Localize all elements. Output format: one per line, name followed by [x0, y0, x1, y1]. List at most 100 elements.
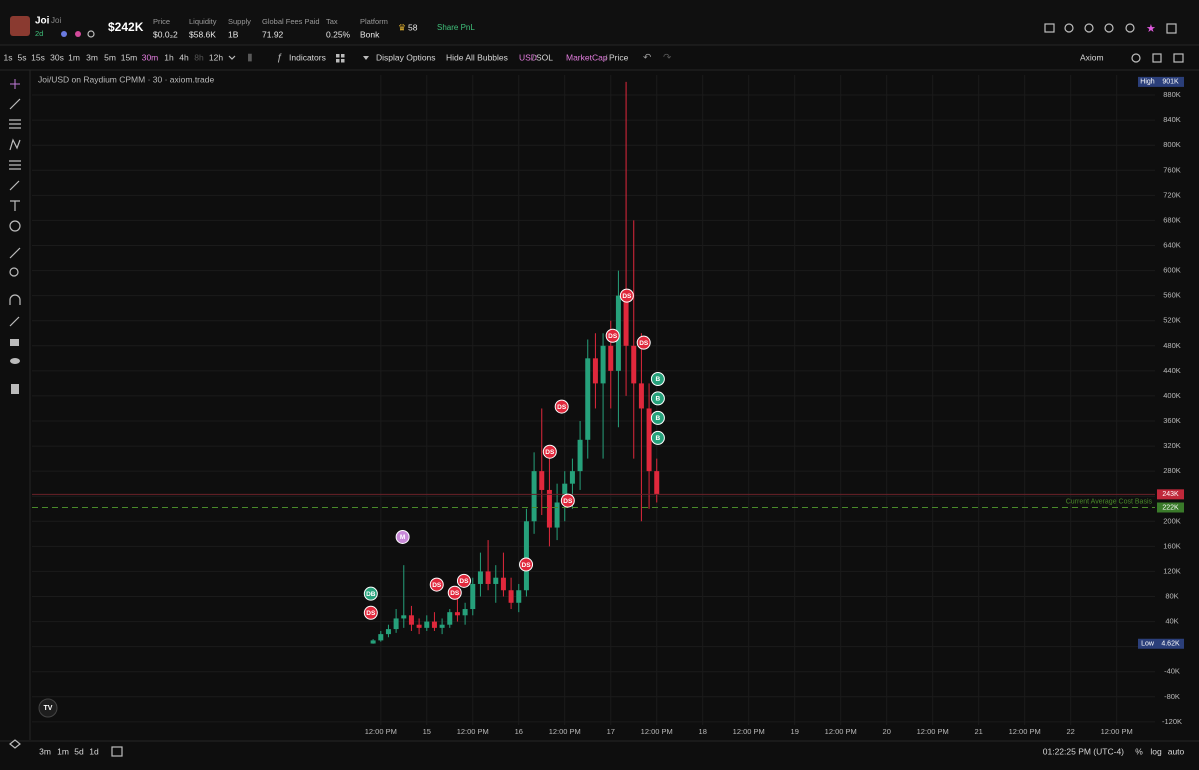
timeframe[interactable]: 12h — [209, 52, 223, 62]
layout-icon[interactable] — [336, 59, 340, 63]
timeframe[interactable]: 1h — [164, 52, 174, 62]
range[interactable]: 5d — [74, 746, 84, 756]
timeframe[interactable]: 30s — [50, 52, 64, 62]
timeframe[interactable]: 5m — [104, 52, 116, 62]
tool-delete[interactable] — [11, 384, 19, 394]
market-cap: $242K — [108, 20, 144, 34]
social-icon[interactable] — [61, 31, 67, 37]
trade-bubble[interactable] — [560, 493, 575, 508]
candle-body — [477, 571, 483, 584]
tool-fib[interactable] — [9, 119, 21, 129]
trade-bubble[interactable] — [395, 529, 410, 544]
currency-usd[interactable]: USD — [519, 52, 537, 62]
dropdown-icon[interactable] — [228, 55, 236, 60]
timeframe[interactable]: 1m — [68, 52, 80, 62]
tool-brush[interactable] — [9, 180, 20, 191]
tool-emoji[interactable] — [9, 220, 21, 232]
trade-bubble[interactable] — [605, 328, 620, 343]
x-tick-label: 15 — [423, 727, 431, 736]
date-range-icon[interactable] — [111, 746, 123, 757]
indicators[interactable]: Indicators — [289, 52, 326, 62]
share-pnl[interactable]: Share PnL — [437, 23, 475, 32]
trade-bubble[interactable] — [456, 573, 471, 588]
icon[interactable] — [1104, 23, 1114, 33]
icon[interactable] — [1166, 23, 1177, 34]
trade-bubble[interactable] — [554, 399, 569, 414]
trade-bubble[interactable] — [429, 577, 444, 592]
trade-bubble[interactable] — [650, 430, 665, 445]
redo[interactable]: ↷ — [663, 53, 672, 64]
tool-text[interactable] — [10, 200, 20, 211]
favorite-icon[interactable]: ★ — [1146, 23, 1156, 35]
timeframe[interactable]: 15m — [121, 52, 138, 62]
trade-bubble-label: DS — [639, 340, 649, 347]
trade-bubble[interactable] — [650, 410, 665, 425]
source-select[interactable]: Axiom — [1080, 52, 1104, 62]
range[interactable]: 3m — [39, 746, 51, 756]
social-icon[interactable] — [75, 31, 81, 37]
timeframe[interactable]: 4h — [179, 52, 189, 62]
tool-forecast[interactable] — [9, 160, 21, 170]
log-toggle[interactable]: log — [1150, 746, 1162, 756]
fullscreen-icon[interactable] — [1152, 53, 1162, 63]
screenshot-icon[interactable] — [1173, 53, 1184, 63]
timeframe[interactable]: 5s — [18, 52, 27, 62]
y-tick-label: -80K — [1164, 692, 1180, 701]
y-tick-label: 320K — [1163, 441, 1181, 450]
display-options[interactable]: Display Options — [376, 52, 436, 62]
y-tick-label: 480K — [1163, 341, 1181, 350]
tool-pattern[interactable] — [9, 138, 21, 151]
trade-bubble[interactable] — [650, 372, 665, 387]
layout-icon[interactable] — [336, 54, 340, 58]
range[interactable]: 1m — [57, 746, 69, 756]
tool-zoom[interactable] — [9, 267, 19, 277]
price-tag — [1157, 76, 1184, 87]
x-tick-label: 20 — [883, 727, 891, 736]
candle-body — [646, 408, 652, 472]
icon[interactable] — [1044, 23, 1055, 33]
timeframe[interactable]: 15s — [31, 52, 45, 62]
hide-bubbles[interactable]: Hide All Bubbles — [446, 52, 508, 62]
tool-lock[interactable] — [10, 339, 19, 346]
settings-icon[interactable] — [1131, 53, 1141, 63]
candle-body — [546, 489, 552, 528]
undo[interactable]: ↶ — [643, 53, 651, 64]
mode-marketcap[interactable]: MarketCap — [566, 52, 608, 62]
currency-sol[interactable]: SOL — [536, 52, 553, 62]
trade-bubble[interactable] — [363, 586, 378, 601]
trade-bubble[interactable] — [519, 557, 534, 572]
tool-pencil-lock[interactable] — [9, 316, 20, 327]
timeframe[interactable]: 30m — [142, 52, 159, 62]
percent-toggle[interactable]: % — [1135, 746, 1143, 756]
dropdown-icon[interactable] — [363, 56, 369, 60]
trade-bubble[interactable] — [363, 605, 378, 620]
trade-bubble[interactable] — [447, 585, 462, 600]
tool-cross[interactable] — [10, 79, 20, 89]
timeframe[interactable]: 3m — [86, 52, 98, 62]
tool-visibility[interactable] — [10, 358, 20, 364]
trade-bubble[interactable] — [542, 444, 557, 459]
tool-line[interactable] — [9, 98, 21, 110]
icon[interactable] — [1064, 23, 1074, 33]
timeframe[interactable]: 1s — [4, 52, 13, 62]
mode-price[interactable]: Price — [609, 52, 629, 62]
tool-layers[interactable] — [9, 739, 21, 749]
timeframe[interactable]: 8h — [194, 52, 204, 62]
trade-bubble[interactable] — [619, 288, 634, 303]
tool-magnet[interactable] — [9, 294, 21, 305]
auto-toggle[interactable]: auto — [1168, 746, 1185, 756]
trade-bubble[interactable] — [650, 391, 665, 406]
trade-bubble[interactable] — [636, 335, 651, 350]
trade-bubble-label: DS — [432, 582, 442, 589]
token-avatar[interactable] — [10, 16, 30, 36]
search-icon[interactable] — [87, 30, 95, 38]
range[interactable]: 1d — [89, 746, 99, 756]
layout-icon[interactable] — [341, 54, 345, 58]
icon[interactable] — [1125, 23, 1135, 33]
chart-type-icon[interactable]: ⫼ — [248, 52, 252, 62]
layout-icon[interactable] — [341, 59, 345, 63]
icon[interactable] — [1084, 23, 1094, 33]
indicators-icon[interactable]: ƒ — [277, 53, 283, 64]
tool-ruler[interactable] — [9, 247, 21, 259]
candle-body — [562, 483, 568, 503]
